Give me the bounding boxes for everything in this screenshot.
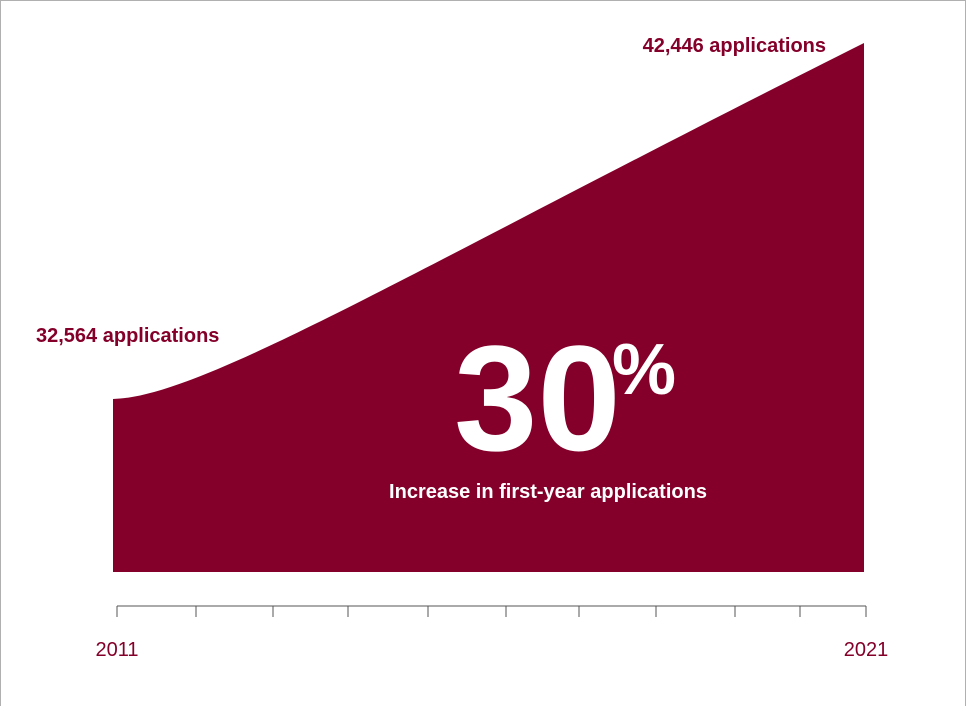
x-axis-ticks	[116, 606, 867, 617]
x-tick-label-start: 2011	[95, 639, 138, 661]
end-value-label: 42,446 applications	[643, 35, 826, 57]
increase-caption: Increase in first-year applications	[389, 481, 707, 503]
start-value-label: 32,564 applications	[36, 325, 219, 347]
area-series	[113, 43, 864, 572]
percent-increase-number: 30	[454, 314, 621, 482]
x-tick-label-end: 2021	[844, 639, 889, 661]
percent-sign: %	[612, 330, 676, 410]
